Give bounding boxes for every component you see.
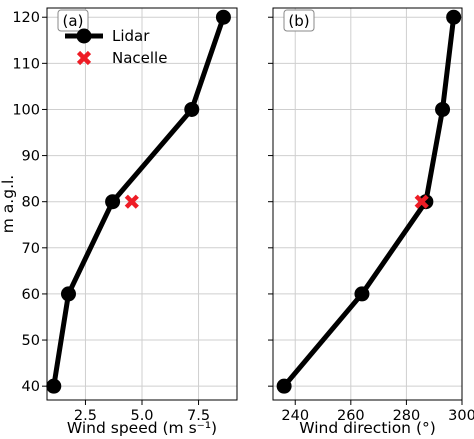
x-axis-label: Wind direction (°) <box>299 419 436 437</box>
panel-label-box <box>57 9 89 32</box>
panel-label: (b) <box>288 12 309 30</box>
lidar-point <box>276 378 292 394</box>
lidar-point <box>184 101 200 117</box>
nacelle-marker-stroke <box>414 194 429 209</box>
lidar-point <box>446 9 462 25</box>
x-tick-label: 300 <box>448 408 474 424</box>
y-tick-label: 60 <box>22 287 40 303</box>
lidar-point <box>435 101 451 117</box>
y-tick-label: 40 <box>22 379 40 395</box>
legend: Lidar Nacelle <box>65 27 167 67</box>
y-axis-label: m a.g.l. <box>0 175 17 233</box>
x-tick-label: 2.5 <box>74 408 97 424</box>
y-tick-label: 80 <box>22 195 40 211</box>
x-tick-label: 240 <box>281 408 309 424</box>
lidar-point <box>105 194 121 210</box>
y-tick-label: 90 <box>22 149 40 165</box>
x-tick-label: 5.0 <box>130 408 153 424</box>
x-tick-label: 280 <box>393 408 421 424</box>
y-tick-label: 70 <box>22 241 40 257</box>
y-tick-label: 120 <box>12 10 40 26</box>
nacelle-point <box>414 194 429 209</box>
legend-label-nacelle: Nacelle <box>112 49 167 67</box>
legend-label-lidar: Lidar <box>112 27 150 45</box>
x-axis-label: Wind speed (m s⁻¹) <box>67 419 217 437</box>
x-tick-label: 7.5 <box>187 408 210 424</box>
plot-frame <box>272 7 463 401</box>
lidar-point <box>46 378 62 394</box>
panel-label: (a) <box>63 12 84 30</box>
x-tick-label: 260 <box>337 408 365 424</box>
panel-b: 240 260 280 300 Wind direction (°) (b) <box>268 7 474 437</box>
y-tick-label: 100 <box>12 102 40 118</box>
legend-lidar-marker <box>76 28 92 44</box>
y-tick-label: 50 <box>22 333 40 349</box>
y-tick-label: 110 <box>12 56 40 72</box>
grid <box>273 8 463 400</box>
panel-a: 2.5 5.0 7.5 40 50 60 70 80 90 100 110 120 Wind speed… <box>0 7 238 437</box>
lidar-point <box>215 9 231 25</box>
lidar-point <box>354 286 370 302</box>
nacelle-marker-stroke <box>124 194 139 209</box>
nacelle-point <box>124 194 139 209</box>
panel-label-box <box>283 9 315 32</box>
lidar-point <box>418 194 434 210</box>
lidar-point <box>60 286 76 302</box>
legend-nacelle-marker <box>76 50 92 66</box>
